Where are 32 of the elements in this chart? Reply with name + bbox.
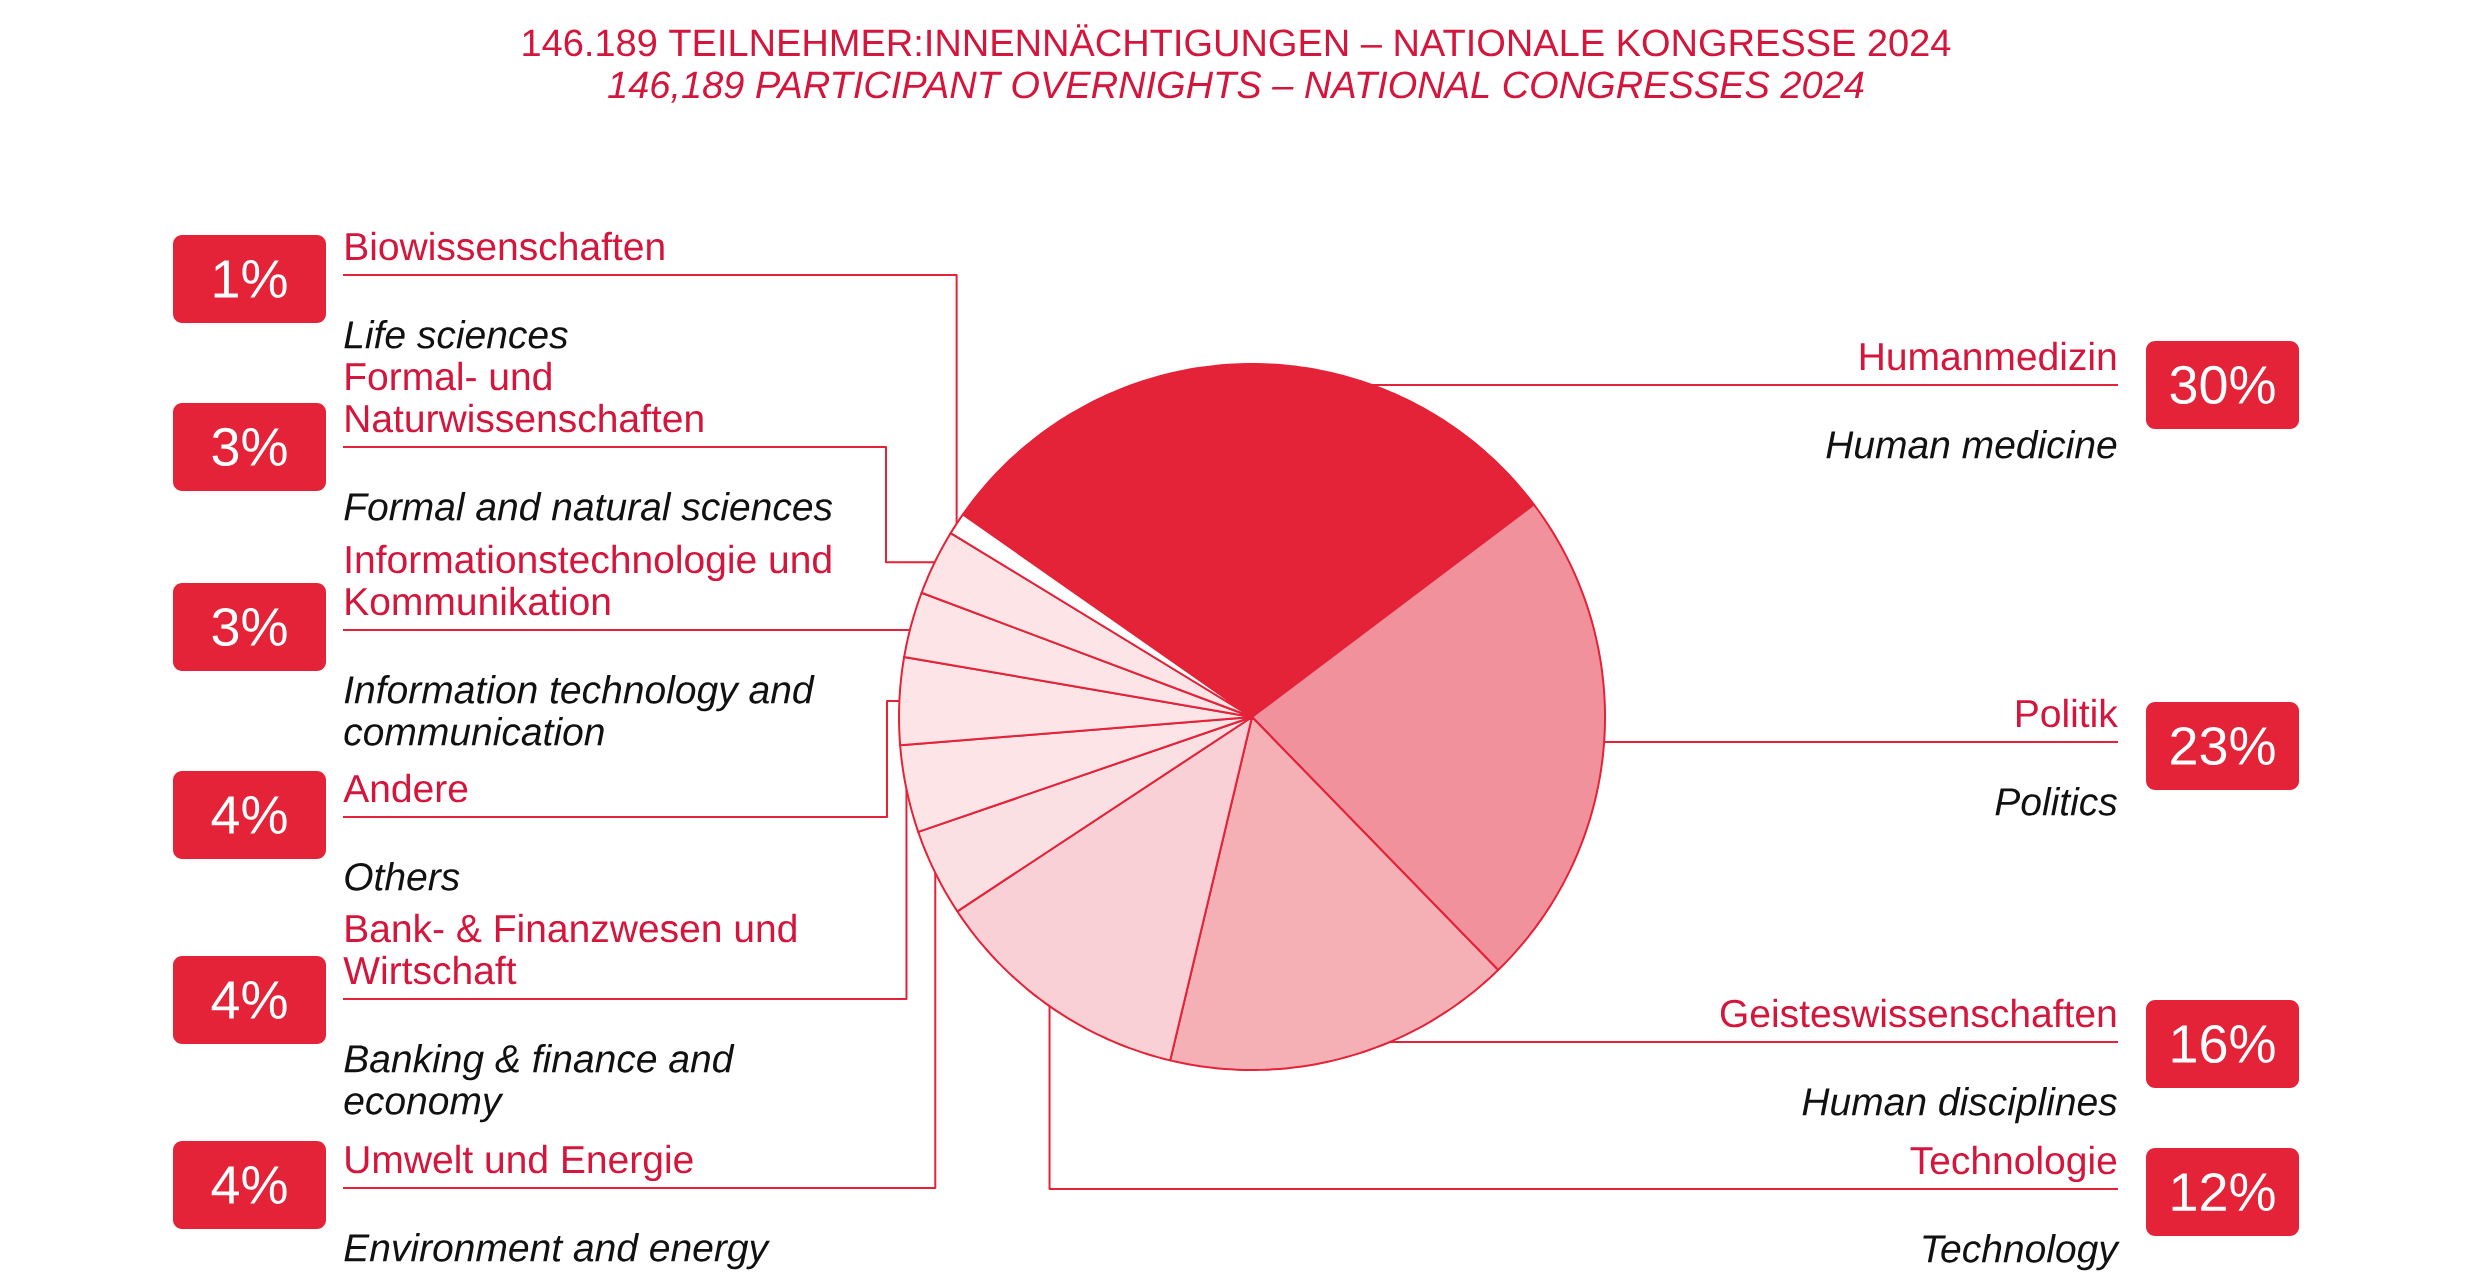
data-label: 4% (211, 796, 287, 834)
slice-label: Politik (2016, 698, 2118, 728)
data-label: 30% (2170, 365, 2275, 405)
slice-label: Informationstechnologie und Kommunikation (346, 544, 831, 616)
text: Life sciences (344, 319, 568, 349)
slice-label: Technologie (1910, 1145, 2117, 1183)
slice-label: Umwelt und Energie (346, 1144, 693, 1182)
data-label: 12% (2172, 1172, 2275, 1212)
slice-label: Geisteswissenschaften (1720, 998, 2116, 1028)
data-label: 3% (212, 607, 287, 647)
slice-label: Biowissenschaften (346, 231, 664, 261)
slice-label: Bank- & Finanzwesen und Wirtschaft (343, 913, 796, 985)
data-label: 4% (211, 981, 287, 1019)
slice-label: Humanmedizin (1860, 341, 2116, 371)
text: Human disciplines (1802, 1086, 2117, 1124)
text: Politics (1995, 786, 2117, 816)
text: Banking & finance and economy (344, 1043, 735, 1123)
slice-label: Andere (343, 773, 468, 803)
data-label: 23% (2171, 726, 2275, 766)
slice-label: Formal- und Naturwissenschaften (346, 361, 703, 433)
chart-subtitle: 146,189 PARTICIPANT OVERNIGHTS – NATIONAL CONGRESSES 2024 (608, 71, 1864, 103)
data-label: 4% (211, 1166, 287, 1204)
chart-title: 146.189 TEILNEHMER:INNENNÄCHTIGUNGEN – NATIONALE KONGRESSE 2024 (523, 24, 1951, 57)
text: Human medicine (1826, 429, 2117, 459)
text: Environment and energy (344, 1232, 770, 1270)
data-label: 16% (2172, 1024, 2275, 1064)
data-label: 1% (214, 260, 287, 298)
text: Information technology and communication (344, 674, 815, 746)
text: Technology (1923, 1233, 2120, 1271)
text: Others (345, 861, 460, 891)
text: Formal and natural sciences (344, 491, 833, 521)
data-label: 3% (212, 427, 287, 467)
